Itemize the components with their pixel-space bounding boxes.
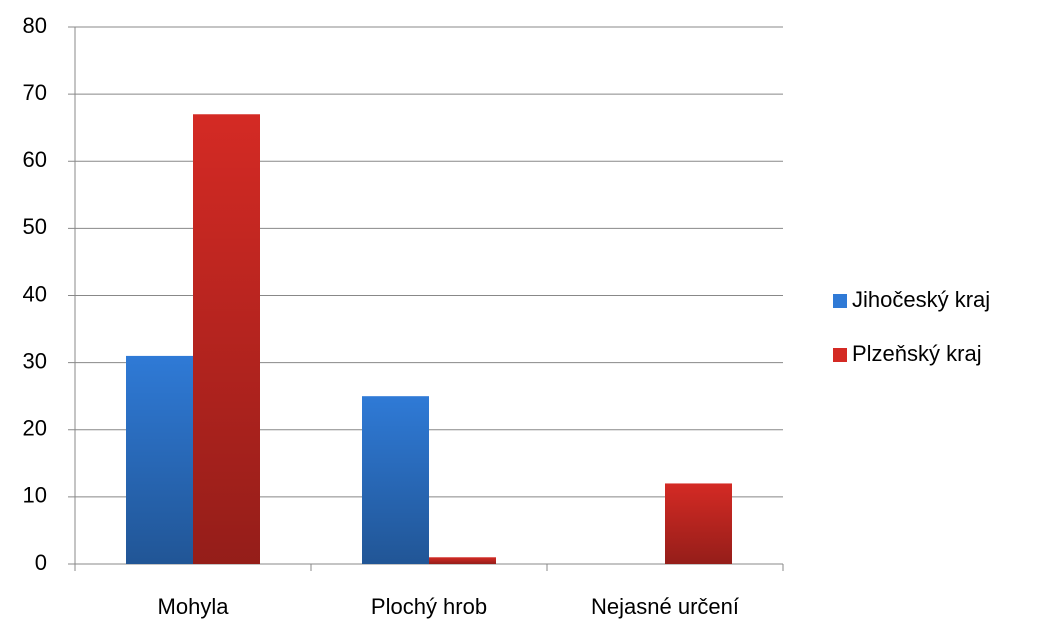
bar (126, 355, 193, 564)
bar (193, 114, 260, 564)
x-tick-label: Nejasné určení (591, 594, 739, 619)
x-tick-label: Mohyla (158, 594, 230, 619)
y-tick-label: 60 (23, 147, 47, 172)
y-tick-label: 0 (35, 550, 47, 575)
y-tick-label: 20 (23, 416, 47, 441)
bar (362, 396, 429, 564)
legend-label: Jihočeský kraj (852, 287, 990, 312)
y-tick-label: 30 (23, 348, 47, 373)
y-tick-label: 10 (23, 483, 47, 508)
y-tick-label: 70 (23, 80, 47, 105)
bar (665, 483, 732, 564)
legend-swatch (833, 294, 847, 308)
y-tick-label: 40 (23, 281, 47, 306)
bar (429, 557, 496, 564)
x-tick-label: Plochý hrob (371, 594, 487, 619)
legend-label: Plzeňský kraj (852, 341, 982, 366)
y-tick-label: 80 (23, 13, 47, 38)
legend-swatch (833, 348, 847, 362)
y-tick-label: 50 (23, 214, 47, 239)
